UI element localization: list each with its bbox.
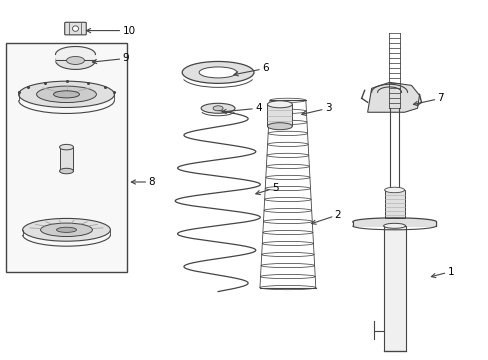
Ellipse shape (266, 164, 309, 168)
Bar (384, 190, 404, 218)
Ellipse shape (60, 168, 73, 174)
Bar (60, 147, 73, 171)
Ellipse shape (265, 175, 309, 180)
Ellipse shape (261, 252, 313, 257)
Ellipse shape (60, 144, 73, 150)
Ellipse shape (263, 230, 312, 235)
Ellipse shape (53, 91, 80, 98)
Ellipse shape (260, 274, 315, 279)
Bar (383, 226, 405, 351)
Ellipse shape (262, 242, 313, 246)
Ellipse shape (72, 26, 78, 31)
Text: 8: 8 (131, 177, 155, 187)
FancyBboxPatch shape (64, 22, 86, 35)
Ellipse shape (22, 219, 110, 241)
Ellipse shape (383, 223, 405, 228)
Ellipse shape (182, 62, 253, 84)
Ellipse shape (19, 81, 114, 108)
Text: 3: 3 (301, 103, 331, 116)
Ellipse shape (263, 219, 312, 224)
Ellipse shape (384, 187, 404, 193)
Ellipse shape (213, 106, 223, 111)
Ellipse shape (41, 223, 92, 237)
Ellipse shape (201, 103, 235, 113)
Ellipse shape (264, 208, 311, 212)
Ellipse shape (267, 142, 307, 147)
Text: 7: 7 (413, 93, 443, 105)
Text: 1: 1 (430, 267, 453, 278)
Ellipse shape (37, 86, 96, 103)
Ellipse shape (66, 57, 84, 64)
Ellipse shape (264, 197, 310, 202)
Ellipse shape (267, 131, 307, 135)
Text: 6: 6 (234, 63, 268, 76)
Ellipse shape (268, 120, 306, 125)
Text: 9: 9 (92, 54, 129, 64)
Ellipse shape (266, 153, 308, 157)
Text: 2: 2 (311, 210, 341, 224)
Text: 10: 10 (86, 26, 135, 36)
Polygon shape (367, 82, 419, 112)
Ellipse shape (264, 186, 310, 190)
Ellipse shape (267, 101, 292, 108)
Ellipse shape (267, 123, 292, 130)
Bar (6, 42, 127, 272)
Ellipse shape (56, 51, 95, 69)
Ellipse shape (269, 109, 306, 113)
Ellipse shape (261, 264, 314, 267)
Text: 5: 5 (255, 183, 278, 195)
Bar (267, 104, 292, 126)
Text: 4: 4 (222, 103, 261, 113)
Ellipse shape (57, 227, 76, 233)
Ellipse shape (199, 67, 237, 78)
Ellipse shape (260, 285, 315, 290)
Ellipse shape (269, 98, 305, 102)
